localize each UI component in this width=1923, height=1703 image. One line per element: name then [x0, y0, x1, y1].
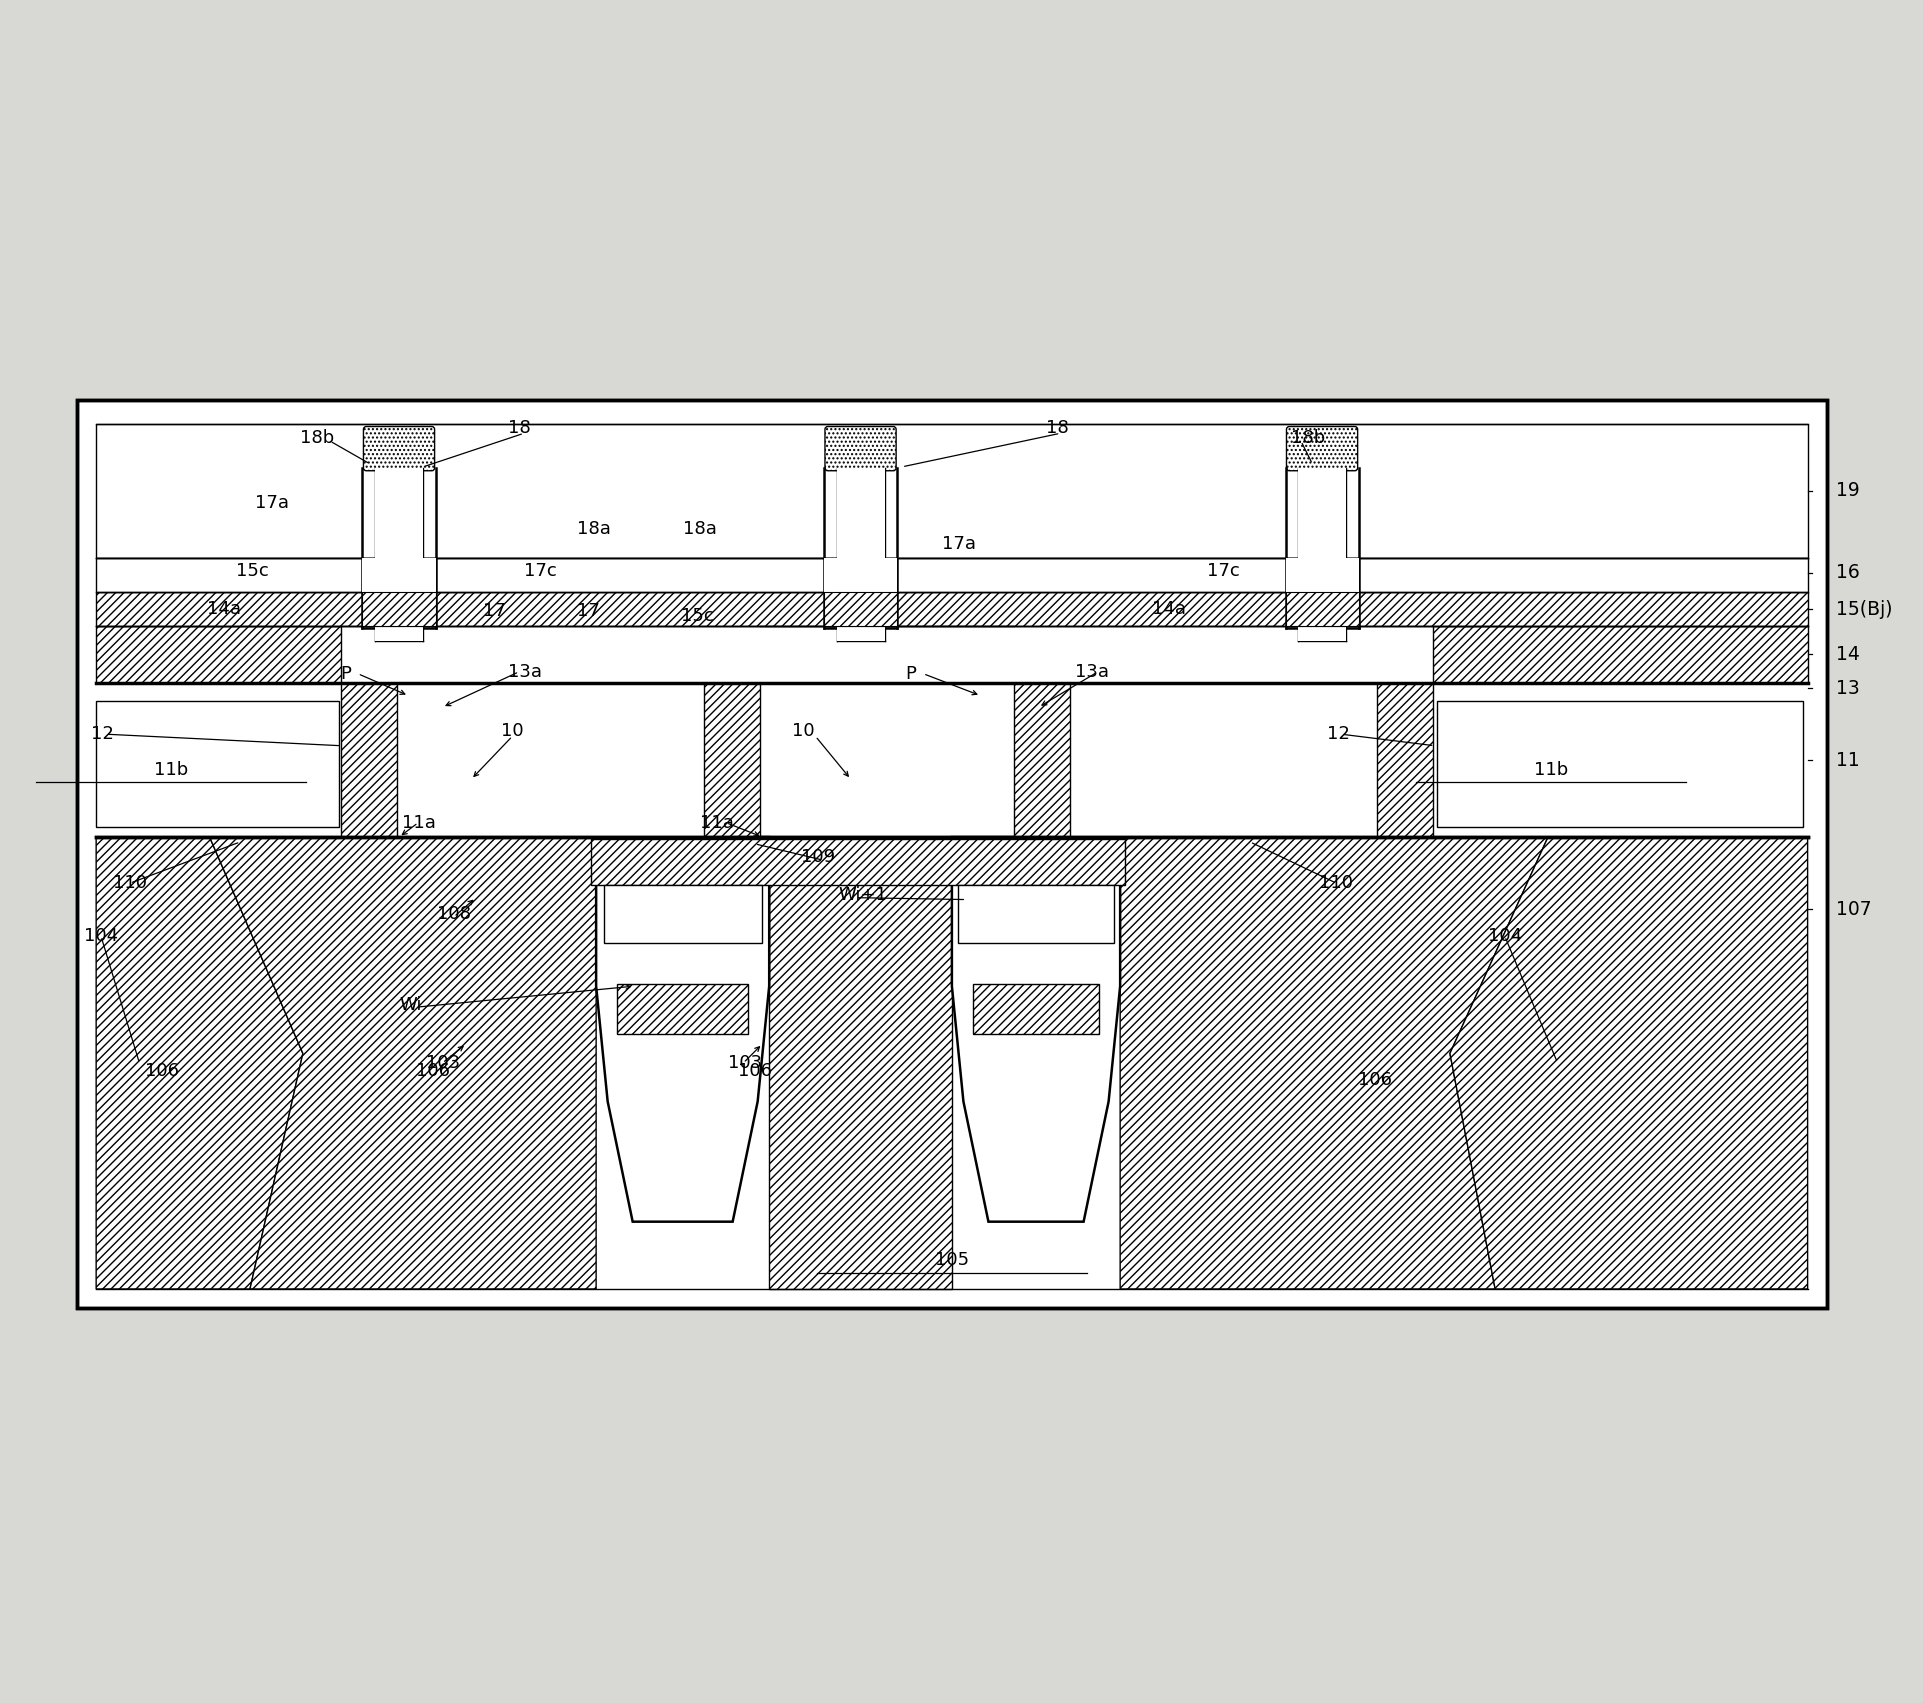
Text: 13: 13: [1836, 678, 1860, 698]
Polygon shape: [210, 838, 596, 1289]
Bar: [362, 593, 435, 625]
Bar: [1069, 683, 1377, 838]
Bar: [1286, 559, 1358, 593]
Polygon shape: [769, 838, 952, 1289]
Bar: [1298, 593, 1346, 625]
Text: 106: 106: [738, 1061, 771, 1080]
Text: 18b: 18b: [1290, 429, 1325, 448]
Text: 17: 17: [483, 603, 506, 620]
Bar: [96, 559, 1808, 593]
Text: 15c: 15c: [681, 606, 713, 625]
Text: 10: 10: [792, 722, 813, 741]
Text: 110: 110: [1319, 874, 1354, 892]
Text: Wi: Wi: [400, 996, 421, 1015]
Bar: [837, 468, 885, 640]
Text: 12: 12: [92, 725, 113, 743]
Polygon shape: [96, 838, 304, 1289]
FancyBboxPatch shape: [1286, 426, 1358, 470]
Text: 11b: 11b: [1535, 761, 1567, 778]
FancyBboxPatch shape: [363, 426, 435, 470]
Text: 10: 10: [502, 722, 523, 741]
Bar: [760, 625, 1015, 683]
Bar: [96, 593, 1808, 625]
Text: 14a: 14a: [1152, 599, 1186, 618]
Bar: [973, 984, 1098, 1034]
Bar: [96, 683, 1808, 838]
Text: 11a: 11a: [402, 814, 437, 831]
Bar: [604, 886, 762, 943]
Polygon shape: [1119, 838, 1548, 1289]
Text: 11a: 11a: [700, 814, 735, 831]
Text: 13a: 13a: [508, 662, 542, 681]
Text: 16: 16: [1836, 564, 1860, 582]
Bar: [592, 840, 1125, 886]
Text: 106: 106: [415, 1061, 450, 1080]
Text: 110: 110: [113, 874, 148, 892]
Bar: [837, 468, 885, 593]
Text: 17c: 17c: [1206, 562, 1240, 579]
Bar: [396, 683, 704, 838]
Bar: [375, 593, 423, 625]
Bar: [1433, 625, 1808, 683]
Bar: [375, 468, 423, 640]
Text: 15c: 15c: [235, 562, 269, 579]
Text: P: P: [340, 664, 352, 683]
Text: 103: 103: [427, 1054, 460, 1071]
Polygon shape: [1015, 683, 1069, 838]
Polygon shape: [704, 683, 760, 838]
Text: 104: 104: [1488, 926, 1523, 945]
Text: 13a: 13a: [1075, 662, 1110, 681]
Text: 18b: 18b: [300, 429, 335, 448]
Bar: [375, 468, 423, 593]
Text: 104: 104: [85, 926, 117, 945]
Text: 17c: 17c: [523, 562, 558, 579]
Text: 17: 17: [577, 603, 600, 620]
Text: 15(Bj): 15(Bj): [1836, 599, 1892, 618]
Polygon shape: [342, 683, 396, 838]
Bar: [1436, 700, 1802, 828]
Text: 17a: 17a: [942, 535, 977, 553]
Text: 11b: 11b: [154, 761, 188, 778]
Bar: [837, 593, 885, 625]
Bar: [362, 559, 435, 593]
Text: 103: 103: [727, 1054, 762, 1071]
Text: 12: 12: [1327, 725, 1350, 743]
Text: 108: 108: [438, 904, 471, 923]
Text: 18a: 18a: [577, 521, 612, 538]
Text: 18: 18: [1046, 419, 1069, 438]
Polygon shape: [596, 838, 769, 1221]
Text: 106: 106: [1358, 1071, 1392, 1090]
Bar: [96, 424, 1808, 559]
Text: 14a: 14a: [208, 599, 240, 618]
Text: 109: 109: [800, 848, 835, 867]
Bar: [1298, 468, 1346, 593]
Text: 11: 11: [1836, 751, 1860, 770]
Polygon shape: [952, 838, 1119, 1221]
Bar: [1298, 468, 1346, 640]
Bar: [617, 984, 748, 1034]
Bar: [1286, 593, 1358, 625]
FancyBboxPatch shape: [825, 426, 896, 470]
Text: 18: 18: [508, 419, 531, 438]
Polygon shape: [1377, 683, 1433, 838]
Text: 14: 14: [1836, 645, 1860, 664]
Bar: [96, 625, 342, 683]
Bar: [958, 886, 1113, 943]
Text: 17a: 17a: [254, 494, 288, 513]
Bar: [823, 593, 896, 625]
Text: 19: 19: [1836, 482, 1860, 501]
Text: Wi+1: Wi+1: [838, 886, 887, 904]
Polygon shape: [1450, 838, 1808, 1289]
Text: 106: 106: [144, 1061, 179, 1080]
Text: P: P: [906, 664, 915, 683]
Bar: [823, 559, 896, 593]
Text: 105: 105: [935, 1252, 969, 1269]
Text: 18a: 18a: [683, 521, 717, 538]
Text: 107: 107: [1836, 899, 1873, 918]
Bar: [96, 700, 340, 828]
